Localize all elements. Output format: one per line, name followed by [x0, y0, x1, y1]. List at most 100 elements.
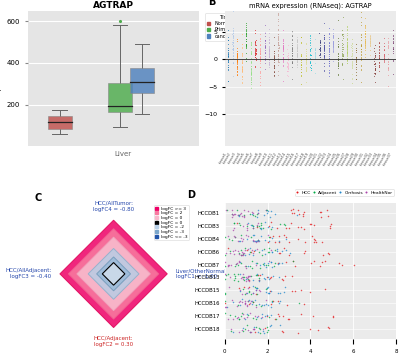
Point	[275, 42, 282, 47]
Point	[238, 235, 244, 240]
Point	[234, 64, 240, 69]
Point	[280, 54, 286, 60]
Point	[234, 50, 240, 56]
Point	[234, 36, 240, 42]
Point	[271, 316, 278, 322]
Point	[230, 227, 236, 232]
Point	[326, 46, 332, 51]
Point	[255, 238, 262, 243]
Point	[276, 301, 282, 306]
Point	[371, 45, 378, 50]
Point	[262, 49, 268, 55]
Point	[234, 52, 240, 58]
Point	[243, 44, 250, 50]
Point	[348, 50, 355, 56]
Point	[362, 30, 369, 36]
Point	[238, 66, 245, 71]
Point	[276, 233, 283, 239]
Point	[307, 47, 314, 52]
Point	[326, 53, 332, 59]
Point	[257, 38, 263, 44]
Point	[293, 50, 300, 55]
Point	[270, 55, 277, 61]
Point	[229, 41, 236, 46]
Point	[254, 286, 260, 291]
Point	[262, 34, 268, 39]
Point	[330, 43, 336, 48]
Point	[225, 37, 231, 43]
Point	[376, 68, 382, 74]
Point	[234, 52, 240, 57]
Point	[262, 30, 268, 36]
Point	[385, 72, 392, 78]
Point	[367, 43, 373, 48]
Point	[371, 79, 378, 85]
Point	[227, 248, 233, 254]
Point	[294, 53, 300, 59]
Point	[256, 249, 262, 255]
Point	[230, 39, 236, 44]
Point	[239, 60, 245, 65]
Point	[266, 52, 272, 57]
Point	[281, 233, 288, 238]
Point	[348, 58, 355, 64]
Point	[380, 47, 387, 53]
Point	[298, 34, 304, 40]
Point	[225, 58, 231, 64]
Point	[257, 226, 263, 231]
Point	[266, 276, 272, 282]
Point	[362, 42, 368, 48]
Point	[307, 32, 314, 37]
Point	[248, 329, 254, 335]
Point	[380, 53, 387, 59]
Point	[230, 45, 236, 50]
Point	[252, 54, 259, 59]
Point	[252, 42, 259, 48]
Point	[288, 220, 295, 226]
Point	[244, 277, 251, 283]
Point	[257, 51, 263, 57]
Point	[335, 62, 341, 67]
Point	[280, 43, 286, 49]
Point	[289, 59, 296, 65]
Point	[353, 54, 359, 60]
Bar	[130, 68, 154, 93]
Point	[321, 56, 327, 61]
Point	[280, 44, 286, 50]
Point	[310, 313, 316, 319]
Point	[234, 48, 240, 54]
Point	[230, 29, 236, 35]
Point	[250, 212, 257, 218]
Point	[321, 44, 328, 50]
Point	[247, 263, 253, 268]
Point	[302, 56, 309, 61]
Point	[294, 212, 300, 218]
Point	[280, 42, 286, 47]
Point	[237, 210, 244, 215]
Point	[326, 40, 332, 46]
Point	[316, 39, 323, 44]
Point	[321, 35, 327, 40]
Point	[353, 45, 359, 51]
Point	[344, 35, 350, 41]
Point	[327, 223, 334, 228]
Point	[240, 223, 246, 229]
Point	[232, 274, 238, 279]
Point	[267, 323, 274, 329]
Point	[265, 291, 272, 296]
Point	[250, 238, 256, 244]
Point	[276, 261, 282, 266]
Point	[252, 52, 259, 58]
Point	[248, 39, 254, 44]
Point	[230, 248, 236, 253]
Point	[295, 225, 301, 230]
Point	[259, 247, 265, 253]
Point	[225, 37, 231, 43]
Point	[330, 58, 337, 64]
Point	[344, 49, 350, 55]
Point	[348, 46, 355, 51]
Point	[230, 53, 236, 59]
Point	[316, 50, 323, 55]
Point	[266, 37, 272, 43]
Point	[321, 53, 328, 59]
